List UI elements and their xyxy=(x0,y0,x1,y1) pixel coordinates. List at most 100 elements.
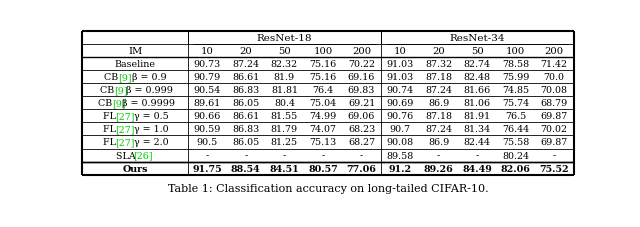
Text: 90.69: 90.69 xyxy=(387,99,413,108)
Text: 81.25: 81.25 xyxy=(271,138,298,147)
Text: IM: IM xyxy=(128,47,142,56)
Text: 87.24: 87.24 xyxy=(425,125,452,134)
Text: -: - xyxy=(360,151,363,160)
Text: CB: CB xyxy=(98,99,115,108)
Text: ResNet-18: ResNet-18 xyxy=(257,34,312,43)
Text: 86.83: 86.83 xyxy=(232,86,259,95)
Text: 100: 100 xyxy=(314,47,333,56)
Text: 82.44: 82.44 xyxy=(463,138,491,147)
Text: 70.22: 70.22 xyxy=(348,60,375,69)
Text: 200: 200 xyxy=(545,47,564,56)
Text: 80.24: 80.24 xyxy=(502,151,529,160)
Text: 80.4: 80.4 xyxy=(274,99,295,108)
Text: Ours: Ours xyxy=(122,164,148,173)
Text: 91.2: 91.2 xyxy=(388,164,412,173)
Text: 90.7: 90.7 xyxy=(390,125,411,134)
Text: 90.5: 90.5 xyxy=(196,138,218,147)
Text: 91.03: 91.03 xyxy=(387,60,413,69)
Text: SLA: SLA xyxy=(116,151,138,160)
Text: 91.03: 91.03 xyxy=(387,73,413,82)
Text: 81.34: 81.34 xyxy=(463,125,491,134)
Text: -: - xyxy=(552,151,556,160)
Text: 69.06: 69.06 xyxy=(348,112,375,121)
Text: -: - xyxy=(321,151,324,160)
Text: 86.83: 86.83 xyxy=(232,125,259,134)
Text: 90.73: 90.73 xyxy=(194,60,221,69)
Text: -: - xyxy=(205,151,209,160)
Text: 75.52: 75.52 xyxy=(540,164,569,173)
Text: 89.61: 89.61 xyxy=(194,99,221,108)
Text: 82.48: 82.48 xyxy=(463,73,491,82)
Text: 87.32: 87.32 xyxy=(425,60,452,69)
Text: FL: FL xyxy=(103,138,119,147)
Text: 90.76: 90.76 xyxy=(387,112,413,121)
Text: 20: 20 xyxy=(432,47,445,56)
Text: 86.05: 86.05 xyxy=(232,99,259,108)
Text: FL: FL xyxy=(103,112,119,121)
Text: 82.32: 82.32 xyxy=(271,60,298,69)
Text: 20: 20 xyxy=(239,47,252,56)
Text: 78.58: 78.58 xyxy=(502,60,529,69)
Text: Baseline: Baseline xyxy=(115,60,156,69)
Text: 90.79: 90.79 xyxy=(194,73,221,82)
Text: 70.0: 70.0 xyxy=(544,73,564,82)
Text: 90.54: 90.54 xyxy=(194,86,221,95)
Text: 75.99: 75.99 xyxy=(502,73,529,82)
Text: 81.81: 81.81 xyxy=(271,86,298,95)
Text: 76.44: 76.44 xyxy=(502,125,529,134)
Text: 69.87: 69.87 xyxy=(541,138,568,147)
Text: 69.21: 69.21 xyxy=(348,99,375,108)
Text: 100: 100 xyxy=(506,47,525,56)
Text: -: - xyxy=(437,151,440,160)
Text: 76.4: 76.4 xyxy=(312,86,333,95)
Text: 86.9: 86.9 xyxy=(428,99,449,108)
Text: 10: 10 xyxy=(201,47,214,56)
Text: 75.04: 75.04 xyxy=(309,99,337,108)
Text: 86.05: 86.05 xyxy=(232,138,259,147)
Text: [9]: [9] xyxy=(112,99,126,108)
Text: 90.08: 90.08 xyxy=(387,138,413,147)
Text: CB: CB xyxy=(100,86,118,95)
Text: 89.58: 89.58 xyxy=(387,151,413,160)
Text: γ = 2.0: γ = 2.0 xyxy=(131,138,168,147)
Text: 81.9: 81.9 xyxy=(274,73,295,82)
Text: 86.61: 86.61 xyxy=(232,73,259,82)
Text: 90.74: 90.74 xyxy=(387,86,413,95)
Text: 91.75: 91.75 xyxy=(193,164,222,173)
Text: 86.61: 86.61 xyxy=(232,112,259,121)
Text: -: - xyxy=(283,151,286,160)
Text: 87.24: 87.24 xyxy=(425,86,452,95)
Text: 87.18: 87.18 xyxy=(425,112,452,121)
Text: 200: 200 xyxy=(352,47,371,56)
Text: 81.55: 81.55 xyxy=(271,112,298,121)
Text: β = 0.9999: β = 0.9999 xyxy=(120,99,175,108)
Text: 84.51: 84.51 xyxy=(269,164,300,173)
Text: 88.54: 88.54 xyxy=(231,164,260,173)
Text: 50: 50 xyxy=(278,47,291,56)
Text: 84.49: 84.49 xyxy=(462,164,492,173)
Text: 76.5: 76.5 xyxy=(505,112,526,121)
Text: CB: CB xyxy=(104,73,122,82)
Text: 89.26: 89.26 xyxy=(424,164,454,173)
Text: -: - xyxy=(476,151,479,160)
Text: 75.16: 75.16 xyxy=(309,73,337,82)
Text: ResNet-34: ResNet-34 xyxy=(449,34,505,43)
Text: 68.27: 68.27 xyxy=(348,138,375,147)
Text: 10: 10 xyxy=(394,47,406,56)
Text: 81.66: 81.66 xyxy=(463,86,491,95)
Text: 90.66: 90.66 xyxy=(194,112,221,121)
Text: 74.85: 74.85 xyxy=(502,86,529,95)
Text: 70.02: 70.02 xyxy=(541,125,568,134)
Text: 90.59: 90.59 xyxy=(194,125,221,134)
Text: -: - xyxy=(244,151,248,160)
Text: [26]: [26] xyxy=(134,151,153,160)
Text: 81.79: 81.79 xyxy=(271,125,298,134)
Text: 69.83: 69.83 xyxy=(348,86,375,95)
Text: 80.57: 80.57 xyxy=(308,164,338,173)
Text: 74.07: 74.07 xyxy=(310,125,337,134)
Text: 87.24: 87.24 xyxy=(232,60,259,69)
Text: [27]: [27] xyxy=(115,138,135,147)
Text: 75.16: 75.16 xyxy=(309,60,337,69)
Text: γ = 0.5: γ = 0.5 xyxy=(131,112,168,121)
Text: 82.06: 82.06 xyxy=(500,164,531,173)
